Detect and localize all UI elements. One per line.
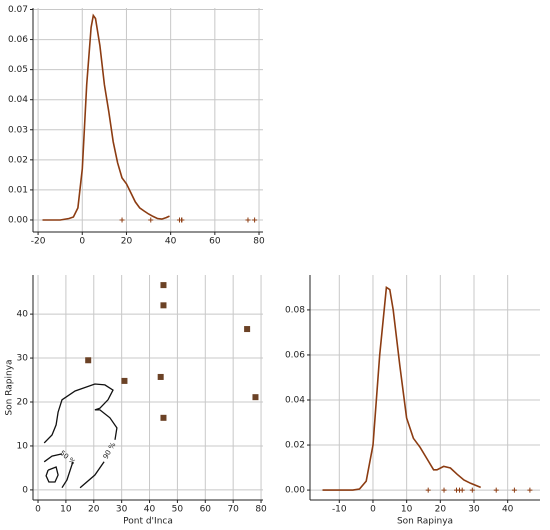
contour-label: 90 % (102, 441, 118, 461)
x-tick-label: 20 (88, 505, 100, 515)
x-tick-label: 30 (116, 505, 128, 515)
y-tick-label: 0.06 (8, 35, 28, 45)
rug-mark (441, 487, 447, 493)
scatter-point (160, 302, 167, 309)
x-tick-label: 70 (227, 505, 239, 515)
y-tick-label: 0.04 (285, 396, 305, 406)
y-tick-label: 40 (17, 310, 29, 320)
x-tick-label: 40 (144, 505, 156, 515)
rug-mark (527, 487, 533, 493)
rug-mark (245, 217, 251, 223)
scatter-point (252, 394, 259, 401)
kde-line (42, 13, 170, 221)
y-tick-label: 0.01 (8, 185, 28, 195)
x-tick-label: 40 (165, 237, 177, 247)
x-tick-label: 20 (435, 505, 447, 515)
x-tick-label: 30 (468, 505, 480, 515)
y-tick-label: 0.04 (8, 95, 28, 105)
x-axis-label: Son Rapinya (397, 517, 453, 527)
y-tick-label: 0.07 (8, 5, 28, 15)
y-axis-label: Son Rapinya (5, 359, 15, 415)
y-tick-label: 0.08 (285, 305, 305, 315)
rug-mark (148, 217, 154, 223)
x-tick-label: 50 (172, 505, 184, 515)
rug-mark (459, 487, 465, 493)
y-tick-label: 30 (17, 354, 29, 364)
y-tick-label: 0 (22, 485, 28, 495)
x-tick-label: 60 (200, 505, 212, 515)
y-tick-label: 10 (17, 441, 29, 451)
scatter-point (85, 357, 92, 364)
scatter-point (160, 282, 167, 289)
x-tick-label: 0 (370, 505, 376, 515)
y-tick-label: 0.06 (285, 350, 305, 360)
y-tick-label: 0.00 (8, 215, 28, 225)
scatter-point (244, 326, 251, 333)
panel: 0 10 20 30 40 50 60 70 80 0 10 20 30 40 Pont d'Inca Son… (5, 275, 267, 527)
rug-mark (469, 487, 475, 493)
rug-mark (119, 217, 125, 223)
x-tick-label: 80 (253, 237, 265, 247)
x-tick-label: -10 (332, 505, 347, 515)
contour-line (43, 383, 118, 489)
rug-mark (252, 217, 258, 223)
rug-mark (511, 487, 517, 493)
x-tick-label: 0 (35, 505, 41, 515)
panel: -10 0 10 20 30 40 0.00 0.02 0.04 0.06 0.08 Son Rapi… (285, 275, 540, 527)
x-tick-label: -20 (31, 237, 46, 247)
rug-mark (493, 487, 499, 493)
y-tick-label: 20 (17, 398, 29, 408)
kde-line (322, 286, 482, 491)
scatter-point (160, 414, 167, 421)
y-tick-label: 0.03 (8, 125, 28, 135)
y-tick-label: 0.05 (8, 65, 28, 75)
x-tick-label: 20 (121, 237, 133, 247)
y-tick-label: 0.02 (8, 155, 28, 165)
scatter-point (157, 373, 164, 380)
x-tick-label: 0 (79, 237, 85, 247)
rug-mark (179, 217, 185, 223)
x-axis-label: Pont d'Inca (123, 517, 173, 527)
contour-line (43, 453, 74, 489)
y-tick-label: 0.02 (285, 441, 305, 451)
x-tick-label: 10 (60, 505, 72, 515)
rug-mark (425, 487, 431, 493)
contour-label: 50 % (58, 449, 77, 467)
x-tick-label: 10 (401, 505, 413, 515)
x-tick-label: 80 (255, 505, 267, 515)
panel: -20 0 20 40 60 80 0.00 0.01 0.02 0.03 0.04 0.05 0.06… (8, 5, 265, 246)
scatter-point (121, 377, 128, 384)
x-tick-label: 60 (209, 237, 221, 247)
y-tick-label: 0.00 (285, 486, 305, 496)
x-tick-label: 40 (502, 505, 514, 515)
